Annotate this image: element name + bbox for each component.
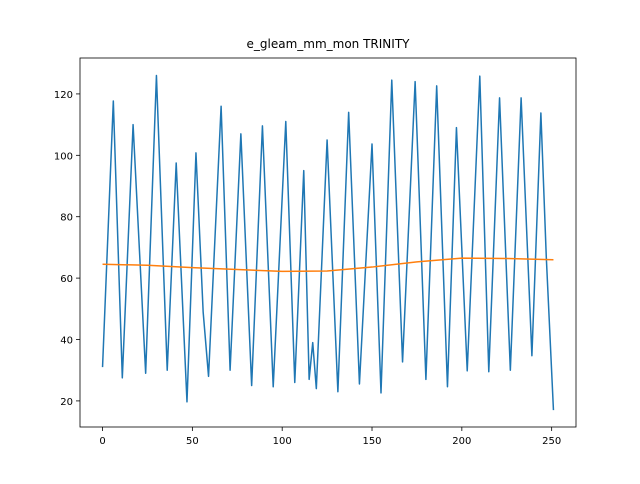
x-tick-label: 250	[542, 436, 561, 447]
chart-title: e_gleam_mm_mon TRINITY	[247, 37, 411, 51]
y-tick-label: 20	[60, 397, 73, 408]
plot-frame	[79, 57, 577, 428]
x-tick-label: 200	[452, 436, 471, 447]
line-series	[102, 257, 554, 273]
x-tick-label: 0	[99, 436, 105, 447]
y-tick-label: 80	[60, 213, 73, 224]
y-tick-label: 60	[60, 274, 73, 285]
x-tick-label: 50	[186, 436, 199, 447]
x-tick-label: 100	[273, 436, 292, 447]
y-tick-label: 100	[54, 151, 73, 162]
x-tick-label: 150	[362, 436, 381, 447]
y-tick-label: 40	[60, 336, 73, 347]
y-tick-label: 120	[54, 90, 73, 101]
line-series	[101, 74, 555, 411]
